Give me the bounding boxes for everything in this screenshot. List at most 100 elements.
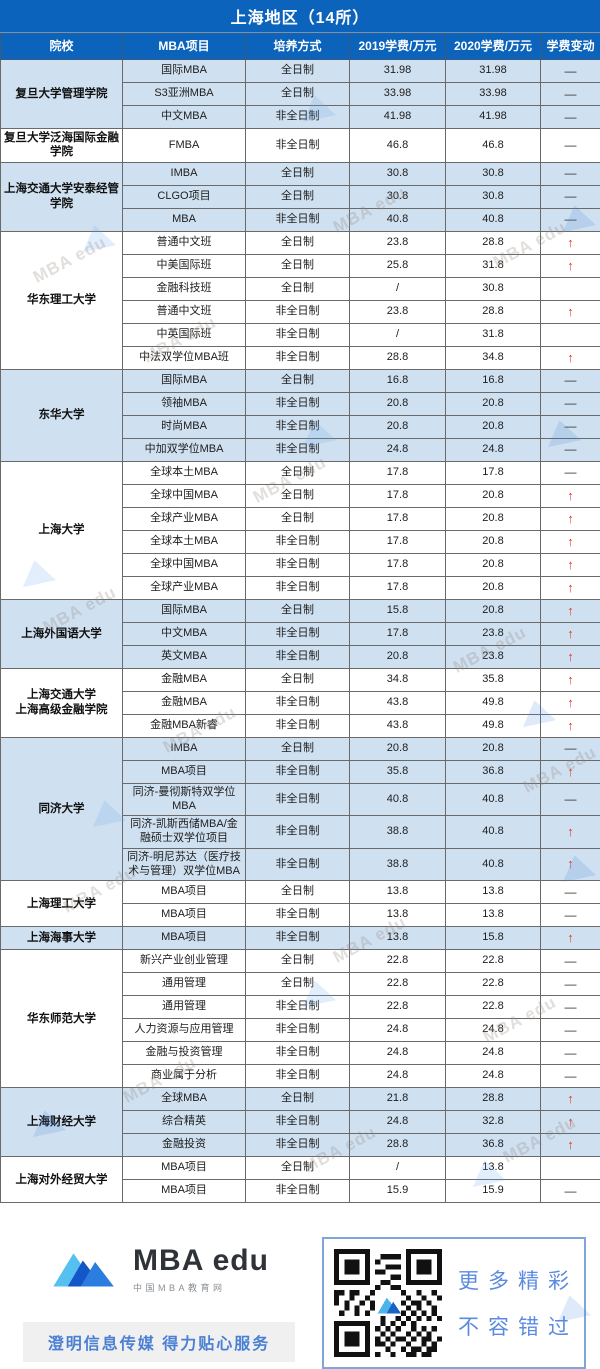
fee-2020-cell: 40.8: [446, 208, 541, 231]
program-cell: 金融科技班: [123, 277, 246, 300]
mode-cell: 非全日制: [246, 848, 350, 881]
change-cell: —: [541, 392, 600, 415]
fee-2019-cell: 28.8: [350, 346, 446, 369]
change-cell: ↑: [541, 691, 600, 714]
fee-2020-cell: 28.8: [446, 231, 541, 254]
program-cell: 人力资源与应用管理: [123, 1019, 246, 1042]
fee-2019-cell: 24.8: [350, 1042, 446, 1065]
mode-cell: 非全日制: [246, 645, 350, 668]
mode-cell: 全日制: [246, 83, 350, 106]
program-cell: 全球本土MBA: [123, 530, 246, 553]
fee-2019-cell: 41.98: [350, 106, 446, 129]
mode-cell: 非全日制: [246, 129, 350, 163]
mode-cell: 全日制: [246, 599, 350, 622]
fee-2020-cell: 13.8: [446, 881, 541, 904]
program-cell: 国际MBA: [123, 599, 246, 622]
fee-2019-cell: 20.8: [350, 645, 446, 668]
program-cell: 普通中文班: [123, 231, 246, 254]
mode-cell: 非全日制: [246, 714, 350, 737]
change-cell: ↑: [541, 848, 600, 881]
fee-2020-cell: 31.8: [446, 254, 541, 277]
qr-box: 更多精彩 不容错过: [322, 1237, 586, 1369]
program-cell: 全球本土MBA: [123, 461, 246, 484]
mode-cell: 非全日制: [246, 530, 350, 553]
mode-cell: 全日制: [246, 369, 350, 392]
change-cell: ↑: [541, 553, 600, 576]
fee-2019-cell: 15.8: [350, 599, 446, 622]
program-cell: MBA项目: [123, 927, 246, 950]
qr-code: [334, 1249, 442, 1357]
mode-cell: 全日制: [246, 162, 350, 185]
fee-2020-cell: 30.8: [446, 162, 541, 185]
school-cell: 上海对外经贸大学: [1, 1157, 123, 1203]
mode-cell: 非全日制: [246, 622, 350, 645]
fee-2019-cell: 43.8: [350, 714, 446, 737]
mode-cell: 全日制: [246, 231, 350, 254]
program-cell: 同济-明尼苏达（医疗技术与管理）双学位MBA: [123, 848, 246, 881]
change-cell: —: [541, 185, 600, 208]
change-cell: ↑: [541, 254, 600, 277]
mode-cell: 非全日制: [246, 1042, 350, 1065]
change-cell: ↑: [541, 760, 600, 783]
change-cell: [541, 1157, 600, 1180]
column-header: 2020学费/万元: [446, 34, 541, 60]
qr-caption-line2: 不容错过: [458, 1311, 578, 1341]
change-cell: ↑: [541, 622, 600, 645]
program-cell: 商业属于分析: [123, 1065, 246, 1088]
fee-2019-cell: 20.8: [350, 415, 446, 438]
tagline-box: 澄明信息传媒 得力贴心服务: [23, 1322, 295, 1362]
fee-2020-cell: 22.8: [446, 973, 541, 996]
mode-cell: 非全日制: [246, 904, 350, 927]
change-cell: ↑: [541, 668, 600, 691]
fee-2019-cell: 38.8: [350, 816, 446, 849]
column-header: 院校: [1, 34, 123, 60]
change-cell: —: [541, 737, 600, 760]
fee-2019-cell: 17.8: [350, 461, 446, 484]
program-cell: 中美国际班: [123, 254, 246, 277]
change-cell: —: [541, 973, 600, 996]
footer: MBA edu 中国MBA教育网 澄明信息传媒 得力贴心服务 更多精彩 不容错过: [0, 1219, 600, 1369]
fee-2020-cell: 41.98: [446, 106, 541, 129]
fee-2020-cell: 20.8: [446, 737, 541, 760]
fee-2020-cell: 22.8: [446, 996, 541, 1019]
fee-2019-cell: 24.8: [350, 1019, 446, 1042]
program-cell: 金融MBA: [123, 691, 246, 714]
fee-2019-cell: /: [350, 1157, 446, 1180]
mode-cell: 非全日制: [246, 816, 350, 849]
change-cell: —: [541, 415, 600, 438]
change-cell: —: [541, 904, 600, 927]
fee-2019-cell: /: [350, 323, 446, 346]
program-cell: 中英国际班: [123, 323, 246, 346]
brand-name: MBA edu: [133, 1246, 269, 1276]
fee-2019-cell: 23.8: [350, 231, 446, 254]
brand-subtitle: 中国MBA教育网: [133, 1281, 226, 1294]
mode-cell: 非全日制: [246, 346, 350, 369]
program-cell: S3亚洲MBA: [123, 83, 246, 106]
fee-2020-cell: 31.8: [446, 323, 541, 346]
mode-cell: 非全日制: [246, 760, 350, 783]
fee-2019-cell: 40.8: [350, 208, 446, 231]
program-cell: MBA项目: [123, 1180, 246, 1203]
fee-2019-cell: 43.8: [350, 691, 446, 714]
fee-2019-cell: 33.98: [350, 83, 446, 106]
column-header: MBA项目: [123, 34, 246, 60]
fee-2019-cell: 20.8: [350, 737, 446, 760]
mode-cell: 非全日制: [246, 323, 350, 346]
fee-2020-cell: 20.8: [446, 599, 541, 622]
fee-2019-cell: 35.8: [350, 760, 446, 783]
change-cell: —: [541, 208, 600, 231]
program-cell: 金融与投资管理: [123, 1042, 246, 1065]
mode-cell: 非全日制: [246, 576, 350, 599]
program-cell: 中文MBA: [123, 622, 246, 645]
program-cell: 中文MBA: [123, 106, 246, 129]
program-cell: 新兴产业创业管理: [123, 950, 246, 973]
change-cell: ↑: [541, 1088, 600, 1111]
change-cell: ↑: [541, 1134, 600, 1157]
program-cell: 金融MBA新睿: [123, 714, 246, 737]
